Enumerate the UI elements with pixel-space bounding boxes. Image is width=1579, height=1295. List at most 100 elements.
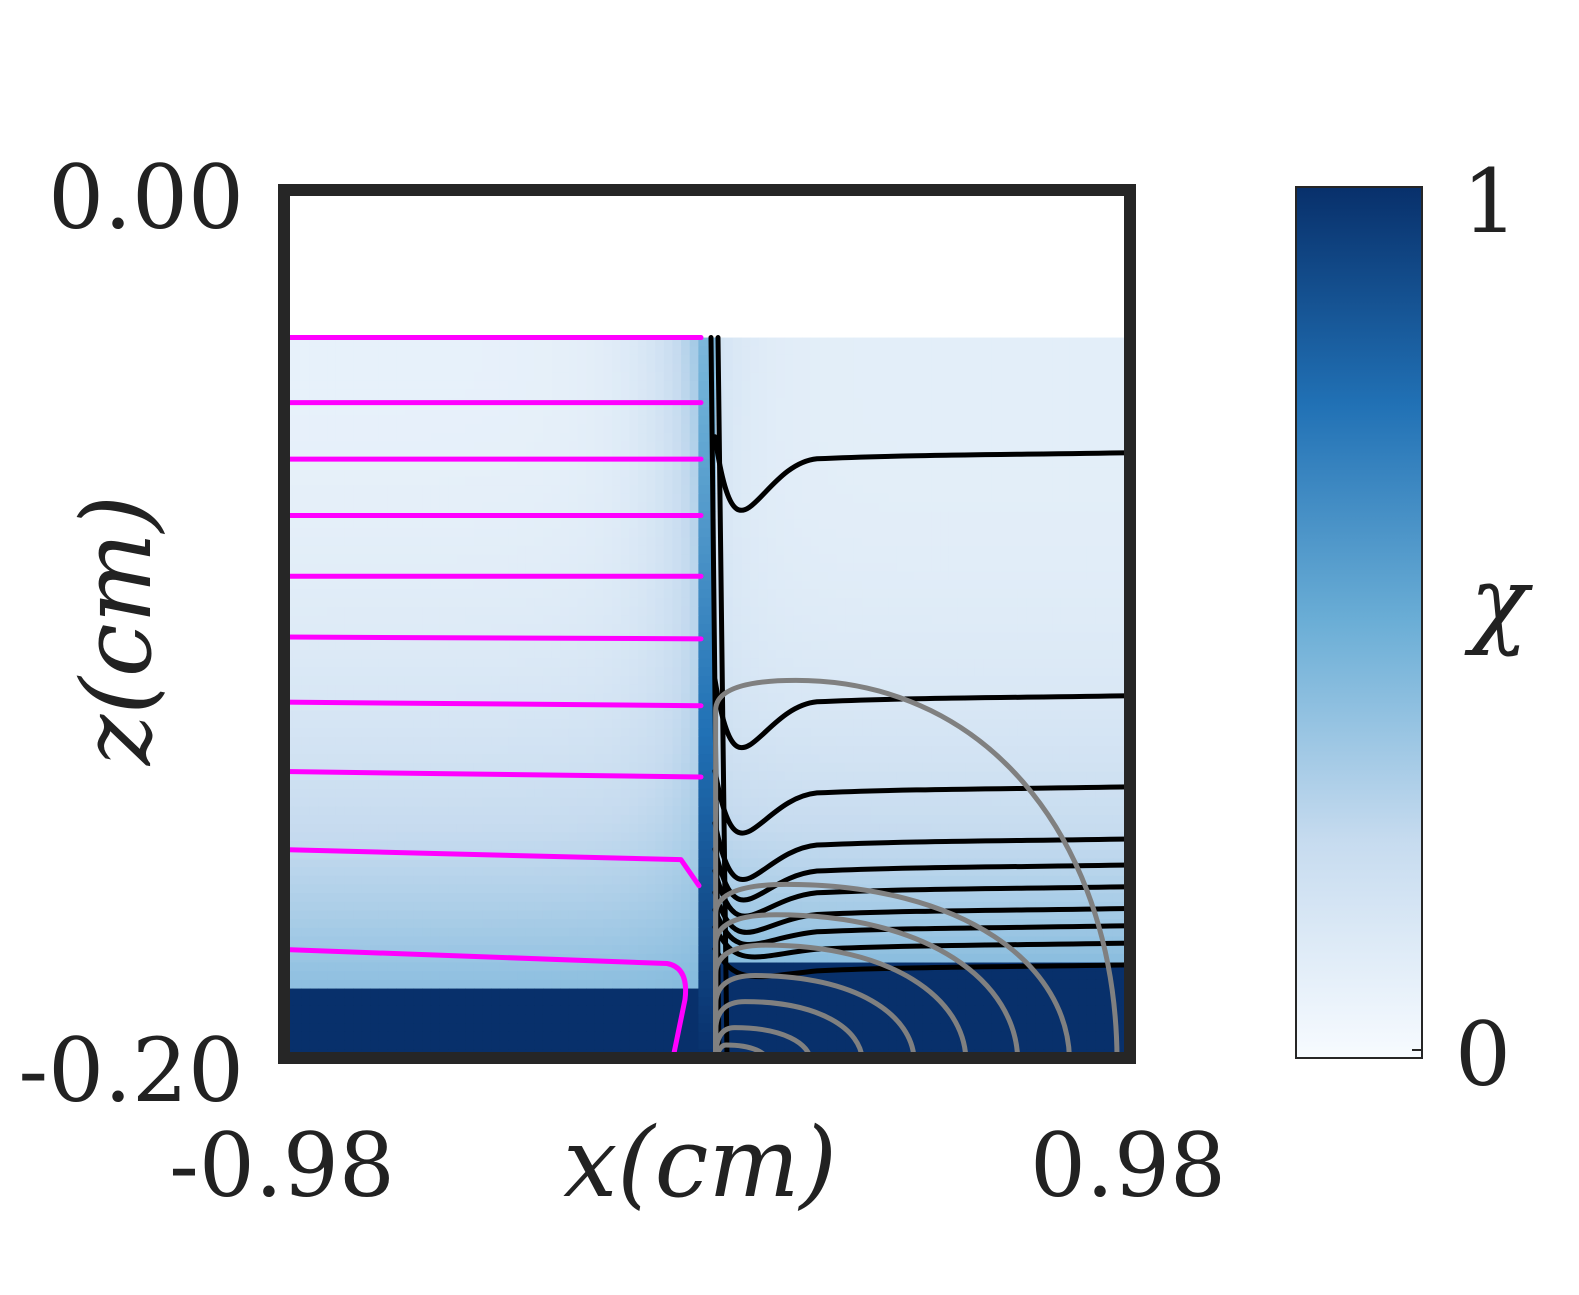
heatmap-cell (1009, 728, 1019, 738)
heatmap-cell (810, 580, 820, 590)
heatmap-cell (387, 372, 397, 382)
heatmap-cell (1069, 545, 1079, 556)
heatmap-cell (965, 389, 976, 399)
heatmap-cell (707, 641, 717, 651)
heatmap-cell (646, 754, 656, 764)
heatmap-cell (784, 589, 794, 599)
heatmap-cell (318, 415, 328, 425)
heatmap-cell (940, 424, 950, 434)
heatmap-cell (1112, 597, 1122, 608)
heatmap-cell (603, 372, 613, 382)
heatmap-cell (1086, 511, 1097, 521)
heatmap-cell (1035, 641, 1045, 651)
heatmap-cell (422, 771, 432, 781)
heatmap-cell (448, 502, 458, 512)
heatmap-cell (1026, 380, 1036, 391)
heatmap-cell (586, 667, 596, 677)
heatmap-cell (948, 710, 958, 721)
heatmap-cell (612, 650, 622, 660)
heatmap-cell (439, 407, 449, 417)
heatmap-cell (448, 728, 458, 738)
heatmap-cell (750, 398, 760, 408)
heatmap-cell (396, 702, 406, 712)
heatmap-cell (758, 632, 769, 642)
heatmap-cell (577, 537, 587, 547)
heatmap-cell (499, 762, 510, 773)
heatmap-cell (499, 676, 510, 686)
heatmap-cell (335, 563, 346, 573)
heatmap-cell (896, 624, 907, 634)
heatmap-cell (931, 624, 941, 634)
heatmap-cell (525, 467, 535, 478)
heatmap-cell (586, 528, 596, 538)
heatmap-cell (810, 606, 820, 616)
heatmap-cell (335, 615, 346, 625)
heatmap-cell (767, 545, 777, 556)
heatmap-cell (732, 589, 743, 599)
heatmap-cell (922, 537, 933, 547)
heatmap-cell (309, 702, 320, 712)
heatmap-cell (724, 450, 734, 460)
heatmap-cell (1043, 459, 1053, 469)
heatmap-cell (1086, 771, 1097, 781)
heatmap-cell (439, 433, 449, 443)
heatmap-cell (1043, 754, 1053, 764)
heatmap-cell (473, 554, 484, 564)
heatmap-cell (465, 354, 475, 365)
heatmap-cell (594, 485, 605, 495)
heatmap-cell (974, 363, 984, 373)
heatmap-cell (646, 450, 656, 460)
heatmap-cell (378, 745, 389, 755)
heatmap-cell (672, 424, 682, 434)
heatmap-cell (672, 762, 682, 773)
heatmap-cell (1069, 597, 1079, 608)
heatmap-cell (681, 684, 691, 695)
heatmap-cell (301, 702, 311, 712)
heatmap-cell (525, 363, 535, 373)
heatmap-cell (845, 398, 855, 408)
heatmap-cell (707, 650, 717, 660)
heatmap-cell (1060, 710, 1071, 721)
heatmap-cell (776, 363, 786, 373)
heatmap-cell (776, 684, 786, 695)
heatmap-cell (801, 493, 812, 504)
heatmap-cell (879, 719, 889, 729)
heatmap-cell (948, 632, 958, 642)
heatmap-cell (465, 493, 475, 504)
heatmap-cell (784, 389, 794, 399)
heatmap-cell (525, 676, 535, 686)
heatmap-cell (603, 441, 613, 451)
heatmap-cell (378, 719, 389, 729)
heatmap-cell (957, 606, 967, 616)
heatmap-cell (871, 632, 881, 642)
heatmap-cell (836, 728, 846, 738)
heatmap-cell (793, 563, 803, 573)
heatmap-cell (534, 719, 544, 729)
heatmap-cell (448, 589, 458, 599)
heatmap-cell (344, 528, 354, 538)
heatmap-cell (750, 433, 760, 443)
heatmap-cell (430, 676, 440, 686)
heatmap-cell (335, 650, 346, 660)
heatmap-cell (422, 693, 432, 703)
heatmap-cell (370, 502, 380, 512)
heatmap-cell (1026, 667, 1036, 677)
heatmap-cell (508, 407, 518, 417)
heatmap-cell (1060, 380, 1071, 391)
heatmap-cell (525, 424, 535, 434)
heatmap-cell (1017, 606, 1028, 616)
heatmap-cell (732, 597, 743, 608)
heatmap-cell (957, 346, 967, 356)
heatmap-cell (301, 762, 311, 773)
heatmap-cell (378, 407, 389, 417)
heatmap-cell (612, 597, 622, 608)
heatmap-cell (1078, 728, 1088, 738)
heatmap-cell (655, 589, 665, 599)
heatmap-cell (353, 519, 363, 530)
heatmap-cell (871, 433, 881, 443)
heatmap-cell (724, 693, 734, 703)
heatmap-cell (689, 528, 699, 538)
heatmap-cell (387, 563, 397, 573)
heatmap-cell (707, 719, 717, 729)
heatmap-cell (750, 597, 760, 608)
